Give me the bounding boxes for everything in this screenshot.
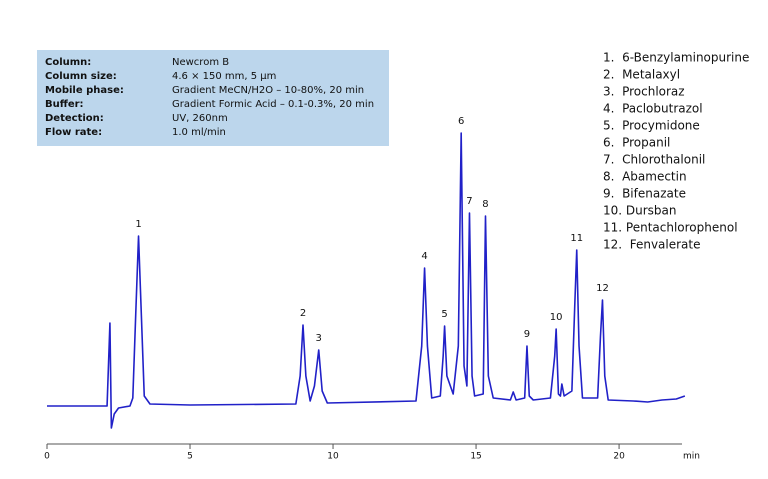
peak-label: 6 xyxy=(458,116,464,127)
peak-label: 11 xyxy=(570,233,583,244)
x-tick-label: 15 xyxy=(470,452,481,462)
compound-item: 6. Propanil xyxy=(603,136,670,150)
compound-item: 1. 6-Benzylaminopurine xyxy=(603,51,749,65)
info-label: Column size: xyxy=(45,71,117,82)
peak-label: 3 xyxy=(316,333,322,344)
info-label: Detection: xyxy=(45,113,104,124)
x-tick-label: 5 xyxy=(187,452,193,462)
info-label: Buffer: xyxy=(45,99,84,110)
x-axis-label: min xyxy=(683,452,700,462)
compound-item: 3. Prochloraz xyxy=(603,85,685,99)
info-value: 4.6 × 150 mm, 5 µm xyxy=(172,71,276,82)
peak-label: 2 xyxy=(300,308,306,319)
peak-label: 4 xyxy=(421,251,427,262)
info-label: Flow rate: xyxy=(45,127,102,138)
info-value: UV, 260nm xyxy=(172,113,228,124)
peak-label: 8 xyxy=(482,199,488,210)
compound-item: 11. Pentachlorophenol xyxy=(603,221,738,235)
compound-item: 10. Dursban xyxy=(603,204,677,218)
x-tick-label: 10 xyxy=(327,452,339,462)
x-tick-label: 0 xyxy=(44,452,50,462)
peak-label: 10 xyxy=(550,312,563,323)
compound-item: 9. Bifenazate xyxy=(603,187,686,201)
info-label: Mobile phase: xyxy=(45,85,124,96)
signal-trace xyxy=(47,132,686,429)
info-label: Column: xyxy=(45,57,91,68)
peak-label: 5 xyxy=(441,309,447,320)
info-box xyxy=(37,50,389,146)
compound-item: 12. Fenvalerate xyxy=(603,238,701,252)
info-value: 1.0 ml/min xyxy=(172,127,226,138)
peak-label: 1 xyxy=(135,219,141,230)
compound-item: 4. Paclobutrazol xyxy=(603,102,703,116)
info-value: Gradient Formic Acid – 0.1-0.3%, 20 min xyxy=(172,99,374,110)
info-value: Newcrom B xyxy=(172,57,229,68)
peak-label: 12 xyxy=(596,283,609,294)
compound-item: 5. Procymidone xyxy=(603,119,700,133)
info-value: Gradient MeCN/H2O – 10-80%, 20 min xyxy=(172,85,364,96)
compound-item: 7. Chlorothalonil xyxy=(603,153,705,167)
peak-label: 9 xyxy=(524,329,530,340)
compound-item: 2. Metalaxyl xyxy=(603,68,680,82)
compound-item: 8. Abamectin xyxy=(603,170,687,184)
x-tick-label: 20 xyxy=(613,452,625,462)
peak-label: 7 xyxy=(466,196,472,207)
